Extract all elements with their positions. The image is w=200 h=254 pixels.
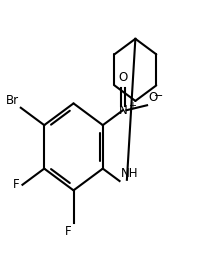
Text: F: F (13, 178, 20, 191)
Text: O: O (118, 71, 128, 84)
Text: −: − (154, 91, 164, 101)
Text: NH: NH (121, 167, 138, 180)
Text: F: F (65, 225, 72, 238)
Text: O: O (148, 91, 157, 104)
Text: Br: Br (6, 93, 19, 106)
Text: +: + (128, 101, 136, 111)
Text: N: N (119, 104, 127, 117)
